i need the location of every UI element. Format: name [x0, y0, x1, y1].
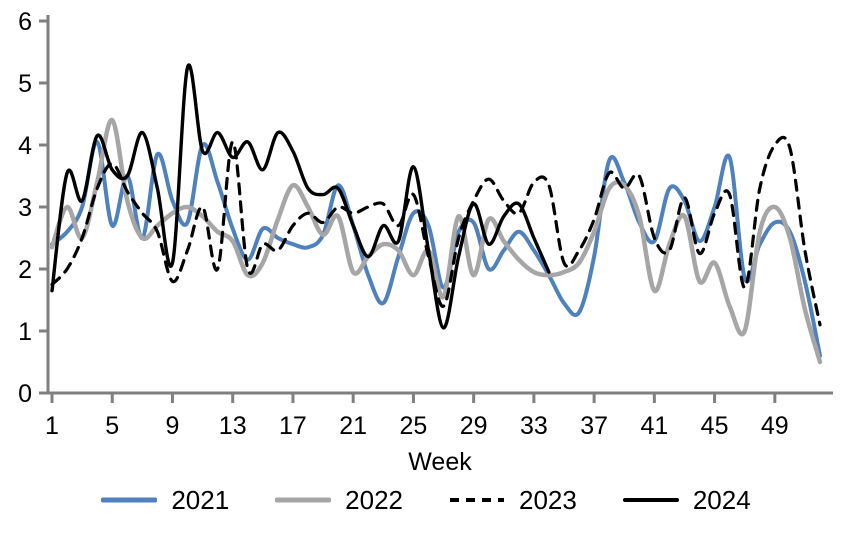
x-axis-tick-label: 9 [166, 412, 180, 440]
y-axis-tick-label: 2 [18, 256, 32, 284]
y-axis-tick-label: 4 [18, 132, 32, 160]
x-axis-tick-label: 41 [640, 412, 668, 440]
x-axis-title: Week [408, 448, 472, 476]
series-line-2023 [50, 135, 822, 327]
legend-swatch-2024-line [622, 498, 679, 502]
x-axis-tick-label: 5 [105, 412, 119, 440]
y-axis-tick-label: 0 [18, 380, 32, 408]
legend-swatch-2023-dashed-line [450, 498, 504, 502]
series-lines [49, 63, 823, 365]
x-axis-tick-label: 25 [400, 412, 428, 440]
x-axis-tick-label: 1 [45, 412, 59, 440]
series-line-2022 [49, 117, 823, 365]
axes [39, 15, 833, 403]
y-axis-tick-label: 3 [18, 194, 32, 222]
y-axis-tick-label: 5 [18, 70, 32, 98]
x-axis-tick-label: 33 [520, 412, 548, 440]
series-line-2024 [50, 63, 551, 330]
chart-legend: 2021 2022 2023 2024 [0, 487, 852, 513]
legend-label-2024: 2024 [692, 485, 751, 515]
x-axis-tick-label: 45 [701, 412, 729, 440]
legend-item-2022[interactable]: 2022 [275, 487, 403, 513]
y-axis-tick-label: 1 [18, 318, 32, 346]
legend-item-2023[interactable]: 2023 [449, 487, 577, 513]
legend-swatch-2021-line [101, 497, 158, 503]
legend-item-2021[interactable]: 2021 [101, 487, 229, 513]
legend-item-2024[interactable]: 2024 [622, 485, 751, 515]
legend-label-2021: 2021 [171, 485, 230, 515]
x-axis-tick-label: 37 [580, 412, 608, 440]
x-axis-tick-label: 49 [761, 412, 789, 440]
legend-swatch-2022-line [275, 497, 332, 503]
legend-label-2023: 2023 [519, 485, 577, 515]
x-axis-tick-label: 13 [219, 412, 247, 440]
x-axis-tick-label: 21 [339, 412, 367, 440]
legend-label-2022: 2022 [345, 485, 403, 515]
y-axis-tick-label: 6 [18, 8, 32, 36]
x-axis-tick-label: 17 [279, 412, 307, 440]
x-axis-tick-label: 29 [460, 412, 488, 440]
series-line-2021 [50, 139, 822, 358]
